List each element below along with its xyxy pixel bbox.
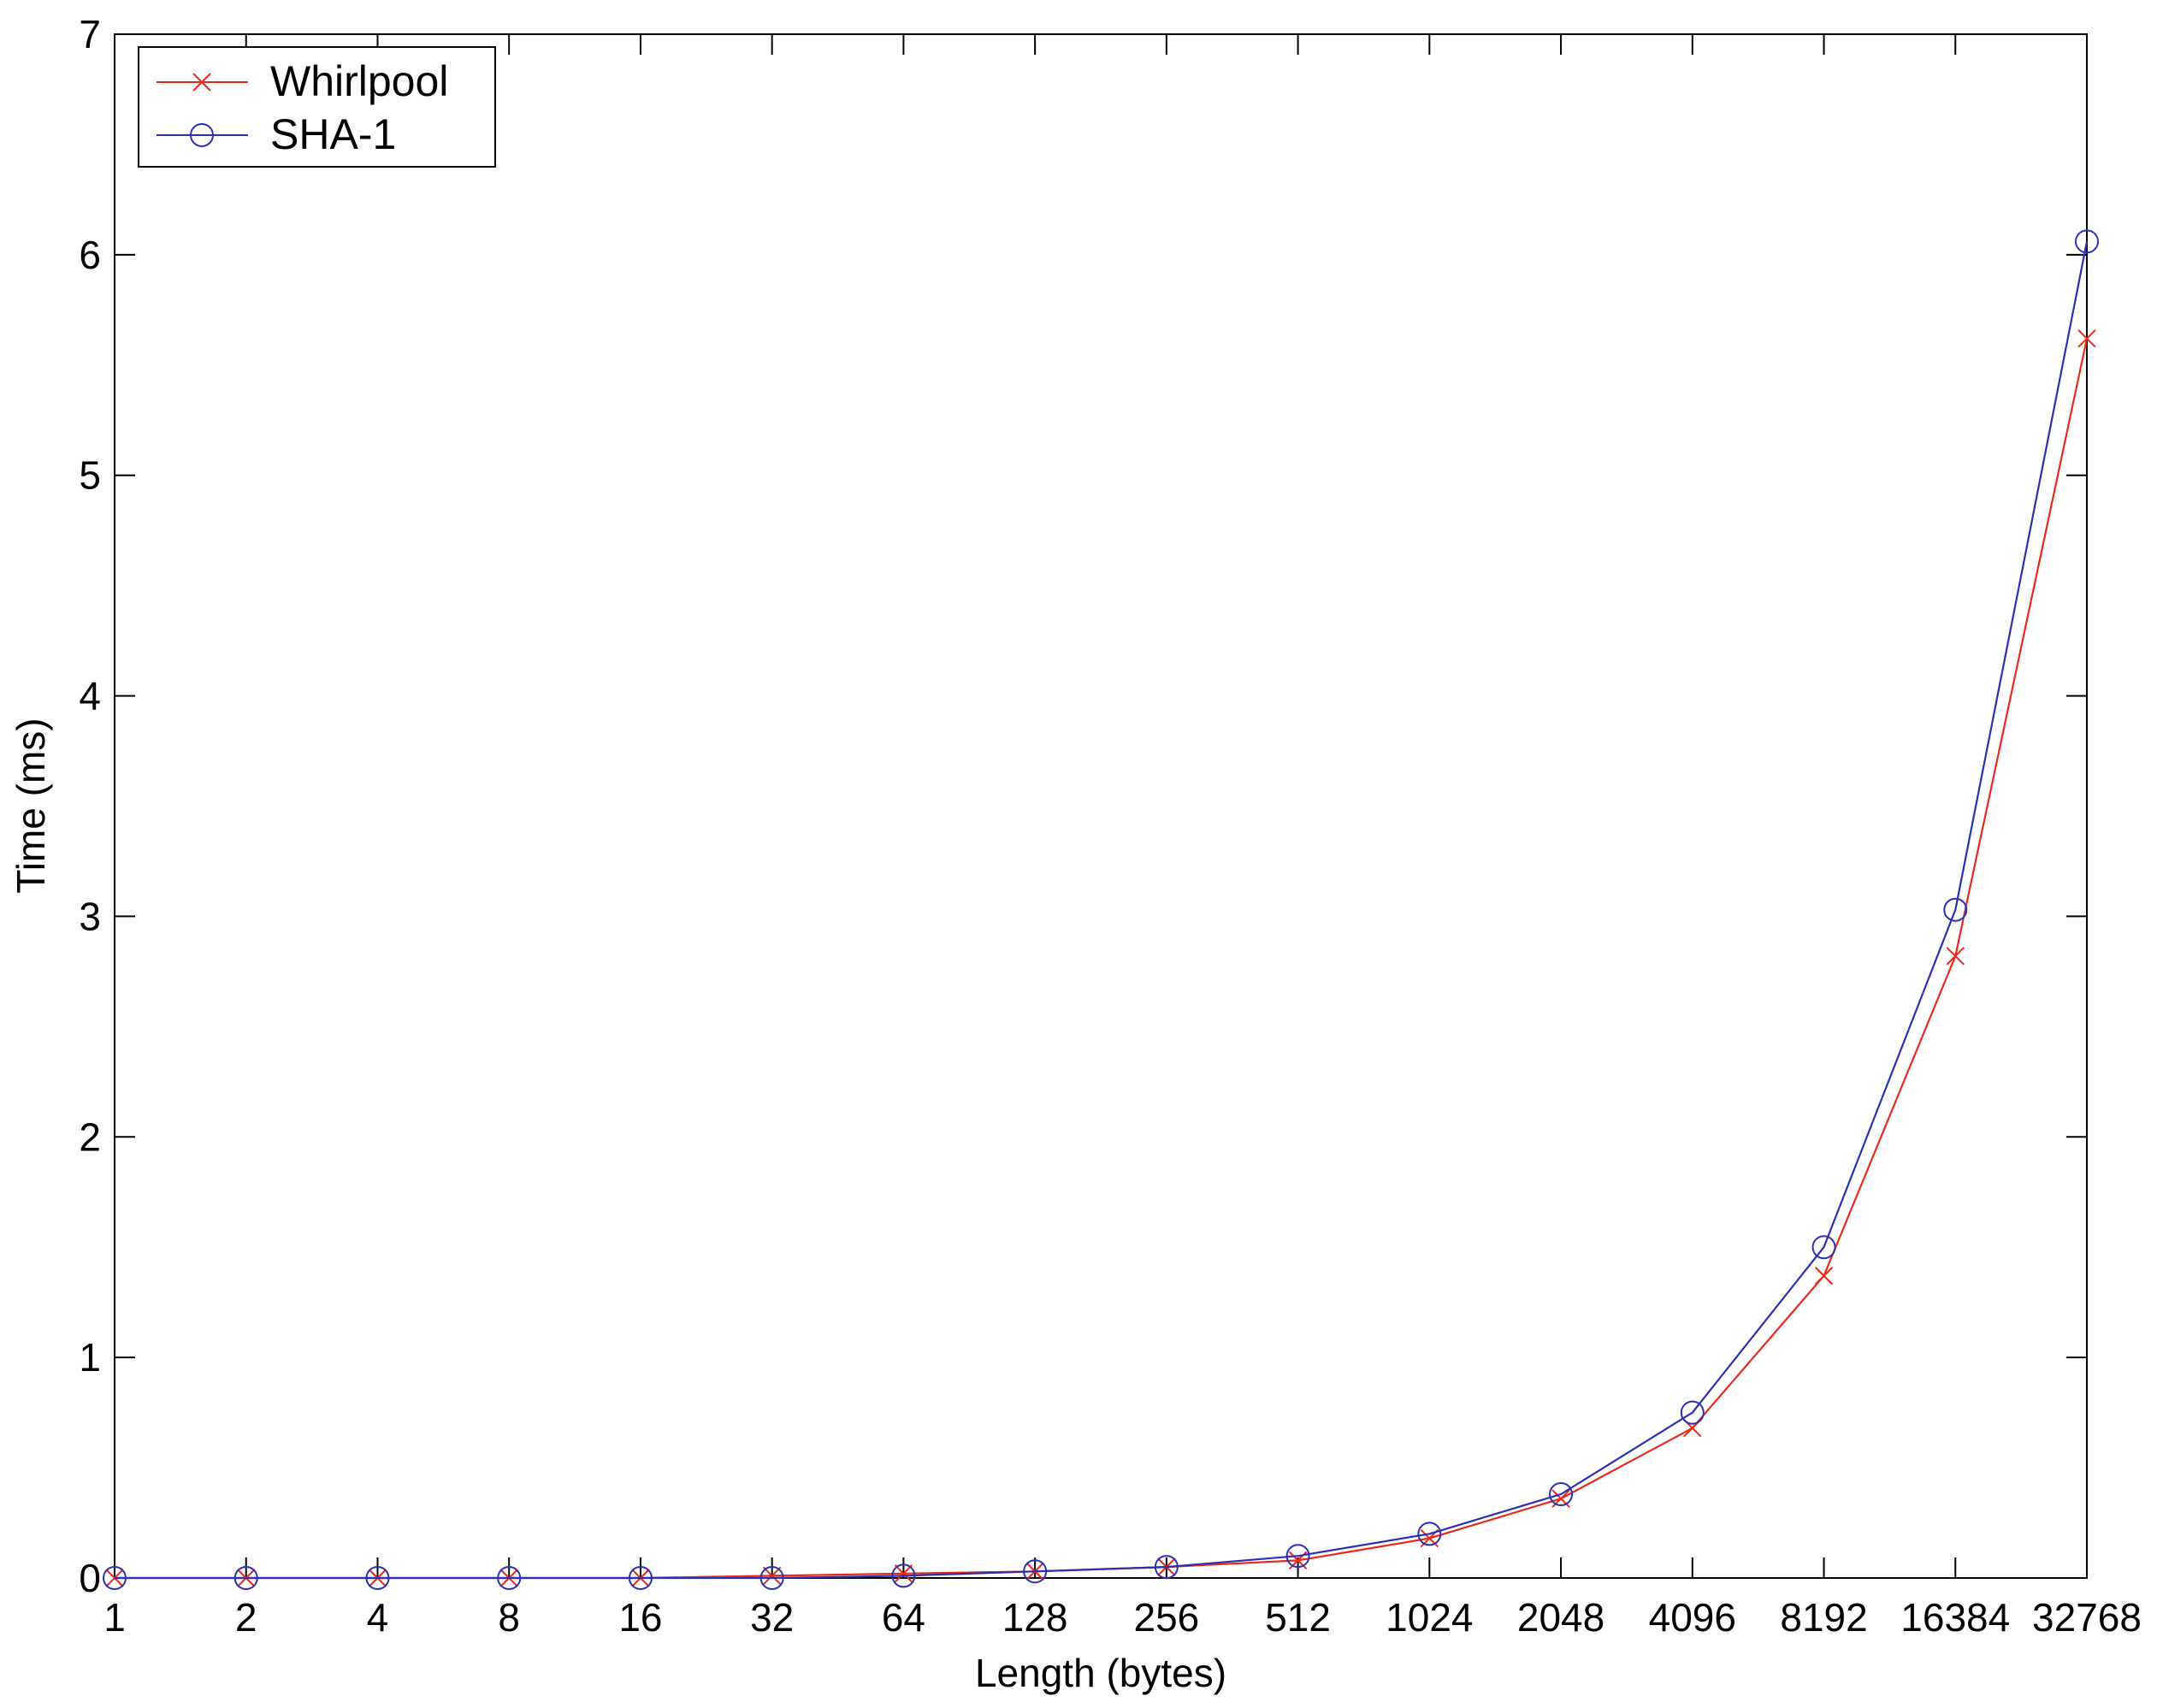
data-point-whirlpool <box>762 1566 782 1586</box>
data-point-sha-1 <box>1943 897 1968 922</box>
y-tick-label: 3 <box>79 894 101 938</box>
y-tick-label: 6 <box>79 233 101 277</box>
x-tick-label: 2 <box>235 1595 257 1640</box>
x-tick-label: 256 <box>1133 1595 1199 1640</box>
x-tick-label: 64 <box>882 1595 925 1640</box>
plot-area <box>114 33 2088 1579</box>
x-tick-label: 128 <box>1002 1595 1068 1640</box>
x-tick-label: 2048 <box>1517 1595 1604 1640</box>
y-axis-ticks: 0 1 2 3 4 5 6 7 <box>79 12 2087 1600</box>
y-tick-label: 0 <box>79 1556 101 1600</box>
data-point-whirlpool <box>2077 329 2096 348</box>
data-point-sha-1 <box>1680 1400 1705 1425</box>
legend: Whirlpool SHA-1 <box>138 46 496 168</box>
x-axis-ticks: 1 2 4 8 16 32 64 128 256 512 1024 2048 4096 8192 16384… <box>103 34 2142 1640</box>
y-tick-label: 1 <box>79 1335 101 1380</box>
data-point-sha-1 <box>365 1566 390 1590</box>
x-tick-label: 4 <box>367 1595 389 1640</box>
data-point-sha-1 <box>497 1566 522 1590</box>
x-tick-label: 32 <box>750 1595 794 1640</box>
data-point-whirlpool <box>1814 1267 1834 1285</box>
y-tick-label: 4 <box>79 674 101 718</box>
y-tick-label: 5 <box>79 453 101 498</box>
legend-box <box>138 46 496 168</box>
data-point-whirlpool <box>894 1564 913 1583</box>
data-point-sha-1 <box>1811 1235 1836 1260</box>
legend-whirlpool-marker <box>192 73 211 92</box>
data-point-sha-1 <box>1023 1559 1048 1584</box>
x-tick-label: 512 <box>1265 1595 1331 1640</box>
data-point-sha-1 <box>1154 1555 1179 1580</box>
x-tick-label: 1024 <box>1386 1595 1473 1640</box>
legend-sha1-marker <box>190 123 214 147</box>
x-tick-label: 8 <box>498 1595 520 1640</box>
legend-sha1-label: SHA-1 <box>270 110 396 158</box>
data-point-sha-1 <box>1549 1482 1574 1507</box>
data-point-sha-1 <box>1285 1544 1310 1569</box>
series-line-sha-1 <box>115 241 2089 1580</box>
x-tick-label: 1 <box>103 1595 126 1640</box>
y-tick-label: 7 <box>79 12 101 56</box>
y-tick-label: 2 <box>79 1114 101 1159</box>
x-tick-label: 32768 <box>2032 1595 2142 1640</box>
data-point-sha-1 <box>628 1566 653 1590</box>
x-tick-label: 4096 <box>1649 1595 1736 1640</box>
data-point-sha-1 <box>891 1563 916 1588</box>
data-point-sha-1 <box>1417 1522 1442 1546</box>
x-axis-label: Length (bytes) <box>975 1651 1226 1695</box>
data-point-sha-1 <box>759 1566 784 1590</box>
x-tick-label: 8192 <box>1780 1595 1867 1640</box>
data-point-sha-1 <box>233 1566 258 1590</box>
x-tick-label: 16384 <box>1900 1595 2010 1640</box>
x-tick-label: 16 <box>618 1595 662 1640</box>
legend-whirlpool-label: Whirlpool <box>270 57 448 105</box>
data-point-sha-1 <box>2075 229 2099 254</box>
data-point-whirlpool <box>1946 947 1965 966</box>
series-layer <box>103 229 2099 1590</box>
data-point-sha-1 <box>103 1566 127 1590</box>
y-axis-label: Time (ms) <box>9 718 53 893</box>
